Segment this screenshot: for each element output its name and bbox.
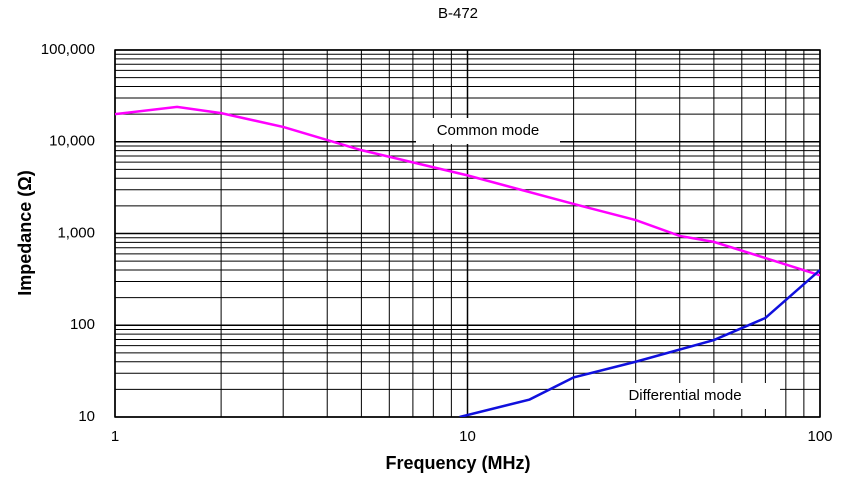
series-label: Common mode <box>437 122 540 139</box>
y-tick-label: 100,000 <box>41 41 95 58</box>
y-tick-label: 100 <box>70 316 95 333</box>
x-axis-label: Frequency (MHz) <box>385 453 530 473</box>
plot-frame <box>114 49 821 418</box>
series-label-box <box>416 118 560 144</box>
y-tick-label: 10 <box>78 408 95 425</box>
chart-title: B-472 <box>438 5 478 22</box>
y-axis-label: Impedance (Ω) <box>15 170 35 295</box>
x-tick-label: 100 <box>807 428 832 445</box>
x-tick-label: 1 <box>111 428 119 445</box>
series-line <box>115 105 820 277</box>
x-tick-label: 10 <box>459 428 476 445</box>
plot-area <box>115 105 820 417</box>
series-label: Differential mode <box>628 387 741 404</box>
series-line <box>459 269 820 417</box>
y-tick-label: 1,000 <box>57 224 95 241</box>
series-label-box <box>590 383 780 409</box>
y-tick-label: 10,000 <box>49 133 95 150</box>
